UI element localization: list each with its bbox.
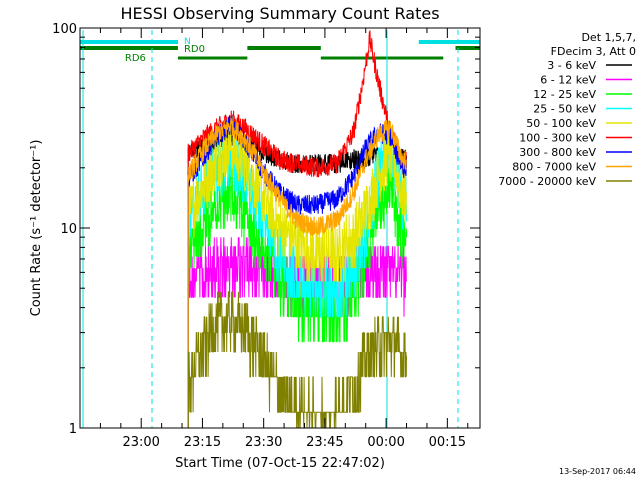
legend-label: 50 - 100 keV xyxy=(526,117,596,130)
x-tick-label: 23:00 xyxy=(122,435,159,450)
legend-label: 800 - 7000 keV xyxy=(512,161,596,174)
flag-rd6-label: RD6 xyxy=(125,53,146,64)
chart-title: HESSI Observing Summary Count Rates xyxy=(120,4,439,23)
y-tick-label: 1 xyxy=(69,422,77,437)
x-tick-label: 23:30 xyxy=(245,435,282,450)
x-tick-label: 00:15 xyxy=(429,435,466,450)
x-tick-label: 23:45 xyxy=(306,435,343,450)
series-line-9 xyxy=(187,291,407,429)
y-tick-label: 10 xyxy=(60,222,77,237)
legend-header: Det 1,5,7, xyxy=(581,31,636,44)
x-tick-label: 23:15 xyxy=(184,435,221,450)
legend-label: 12 - 25 keV xyxy=(533,88,596,101)
series-layer xyxy=(187,30,407,429)
legend-label: 25 - 50 keV xyxy=(533,103,596,116)
timestamp: 13-Sep-2017 06:44 xyxy=(559,467,636,476)
axis-layer: 1 10 100 23:00 23:15 23:30 23:45 00:00 00:15 xyxy=(52,22,481,450)
flag-rd0-label: RD0 xyxy=(184,44,205,55)
legend-label: 3 - 6 keV xyxy=(547,59,596,72)
x-tick-label: 00:00 xyxy=(367,435,404,450)
legend-label: 6 - 12 keV xyxy=(540,74,596,87)
legend-label: 100 - 300 keV xyxy=(519,132,596,145)
legend-label: 7000 - 20000 keV xyxy=(498,175,596,188)
series-line-8 xyxy=(187,116,407,428)
flag-n-label: N xyxy=(184,37,191,47)
legend-header: FDecim 3, Att 0 xyxy=(551,45,636,58)
legend-label: 300 - 800 keV xyxy=(519,146,596,159)
y-axis-label: Count Rate (s⁻¹ detector⁻¹) xyxy=(29,140,44,317)
legend: Det 1,5,7,FDecim 3, Att 03 - 6 keV 6 - 12… xyxy=(498,31,636,188)
x-axis-label: Start Time (07-Oct-15 22:47:02) xyxy=(175,456,385,471)
y-tick-label: 100 xyxy=(52,22,77,37)
